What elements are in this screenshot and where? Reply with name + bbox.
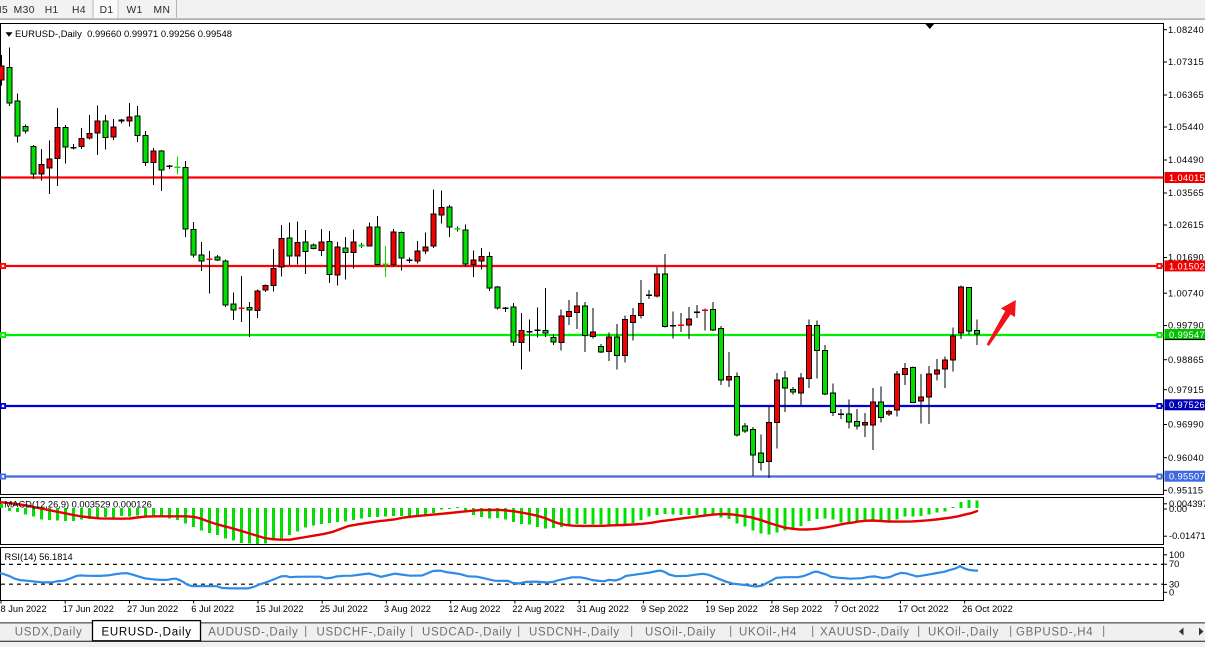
svg-text:1.05440: 1.05440 — [1168, 122, 1204, 132]
svg-text:0.95507: 0.95507 — [1169, 472, 1205, 482]
svg-text:17 Oct 2022: 17 Oct 2022 — [898, 604, 949, 614]
svg-text:22 Aug 2022: 22 Aug 2022 — [512, 604, 564, 614]
svg-text:AUDUSD-,Daily: AUDUSD-,Daily — [208, 627, 298, 639]
svg-text:0.004397: 0.004397 — [1169, 499, 1205, 509]
svg-text:12 Aug 2022: 12 Aug 2022 — [448, 604, 500, 614]
svg-text:0.95115: 0.95115 — [1168, 486, 1203, 496]
svg-text:17 Jun 2022: 17 Jun 2022 — [63, 604, 114, 614]
svg-text:8 Jun 2022: 8 Jun 2022 — [1, 604, 47, 614]
svg-text:0.99790: 0.99790 — [1168, 321, 1204, 331]
svg-text:USOil-,Daily: USOil-,Daily — [645, 627, 716, 639]
svg-text:USDCAD-,Daily: USDCAD-,Daily — [422, 627, 512, 639]
svg-text:RSI(14) 56.1814: RSI(14) 56.1814 — [5, 552, 73, 562]
svg-text:XAUUSD-,Daily: XAUUSD-,Daily — [820, 627, 910, 639]
svg-text:19 Sep 2022: 19 Sep 2022 — [705, 604, 758, 614]
svg-text:UKOil-,H4: UKOil-,H4 — [739, 627, 797, 639]
svg-text:EURUSD-,Daily 0.99660 0.99971: EURUSD-,Daily 0.99660 0.99971 0.99256 0.… — [15, 28, 232, 39]
svg-text:100: 100 — [1169, 550, 1185, 560]
svg-text:1.01690: 1.01690 — [1168, 253, 1204, 263]
svg-text:1.02615: 1.02615 — [1168, 220, 1204, 230]
svg-text:-0.014713: -0.014713 — [1169, 531, 1205, 541]
svg-text:30: 30 — [1169, 579, 1179, 589]
svg-text:MACD(12,26,9) 0.003529 0.00012: MACD(12,26,9) 0.003529 0.000126 — [5, 500, 152, 510]
svg-text:70: 70 — [1169, 559, 1179, 569]
svg-text:31 Aug 2022: 31 Aug 2022 — [577, 604, 629, 614]
svg-text:UKOil-,Daily: UKOil-,Daily — [928, 627, 999, 639]
svg-text:27 Jun 2022: 27 Jun 2022 — [127, 604, 178, 614]
svg-text:1.01502: 1.01502 — [1169, 261, 1205, 271]
svg-text:0.98865: 0.98865 — [1168, 355, 1204, 365]
svg-text:USDX,Daily: USDX,Daily — [15, 627, 83, 639]
svg-text:M5: M5 — [0, 5, 8, 16]
svg-text:GBPUSD-,H4: GBPUSD-,H4 — [1016, 627, 1093, 639]
svg-text:0.99547: 0.99547 — [1169, 330, 1205, 340]
svg-text:6 Jul 2022: 6 Jul 2022 — [191, 604, 234, 614]
svg-text:15 Jul 2022: 15 Jul 2022 — [256, 604, 304, 614]
svg-text:0.96990: 0.96990 — [1168, 420, 1204, 430]
svg-text:1.04490: 1.04490 — [1168, 155, 1204, 165]
svg-text:7 Oct 2022: 7 Oct 2022 — [834, 604, 879, 614]
svg-text:USDCNH-,Daily: USDCNH-,Daily — [529, 627, 620, 639]
svg-text:1.00740: 1.00740 — [1168, 288, 1204, 298]
svg-text:W1: W1 — [127, 5, 143, 16]
svg-text:MN: MN — [154, 5, 171, 16]
svg-text:1.03565: 1.03565 — [1168, 188, 1204, 198]
svg-text:H4: H4 — [72, 5, 86, 16]
svg-text:25 Jul 2022: 25 Jul 2022 — [320, 604, 368, 614]
svg-text:0.96040: 0.96040 — [1168, 453, 1204, 463]
svg-text:M30: M30 — [14, 5, 35, 16]
svg-text:1.08240: 1.08240 — [1168, 25, 1204, 35]
svg-text:9 Sep 2022: 9 Sep 2022 — [641, 604, 689, 614]
svg-text:1.06365: 1.06365 — [1168, 90, 1204, 100]
svg-text:USDCHF-,Daily: USDCHF-,Daily — [317, 627, 407, 639]
svg-text:0: 0 — [1169, 587, 1174, 597]
svg-text:0.97915: 0.97915 — [1168, 385, 1204, 395]
svg-text:28 Sep 2022: 28 Sep 2022 — [769, 604, 822, 614]
svg-text:1.07315: 1.07315 — [1168, 57, 1204, 67]
svg-text:D1: D1 — [100, 5, 114, 16]
svg-text:26 Oct 2022: 26 Oct 2022 — [962, 604, 1013, 614]
svg-text:1.04015: 1.04015 — [1169, 173, 1205, 183]
svg-text:3 Aug 2022: 3 Aug 2022 — [384, 604, 431, 614]
svg-text:EURUSD-,Daily: EURUSD-,Daily — [102, 627, 192, 639]
svg-text:0.97526: 0.97526 — [1169, 400, 1205, 410]
svg-text:H1: H1 — [45, 5, 59, 16]
svg-text:0.00: 0.00 — [1169, 504, 1187, 514]
